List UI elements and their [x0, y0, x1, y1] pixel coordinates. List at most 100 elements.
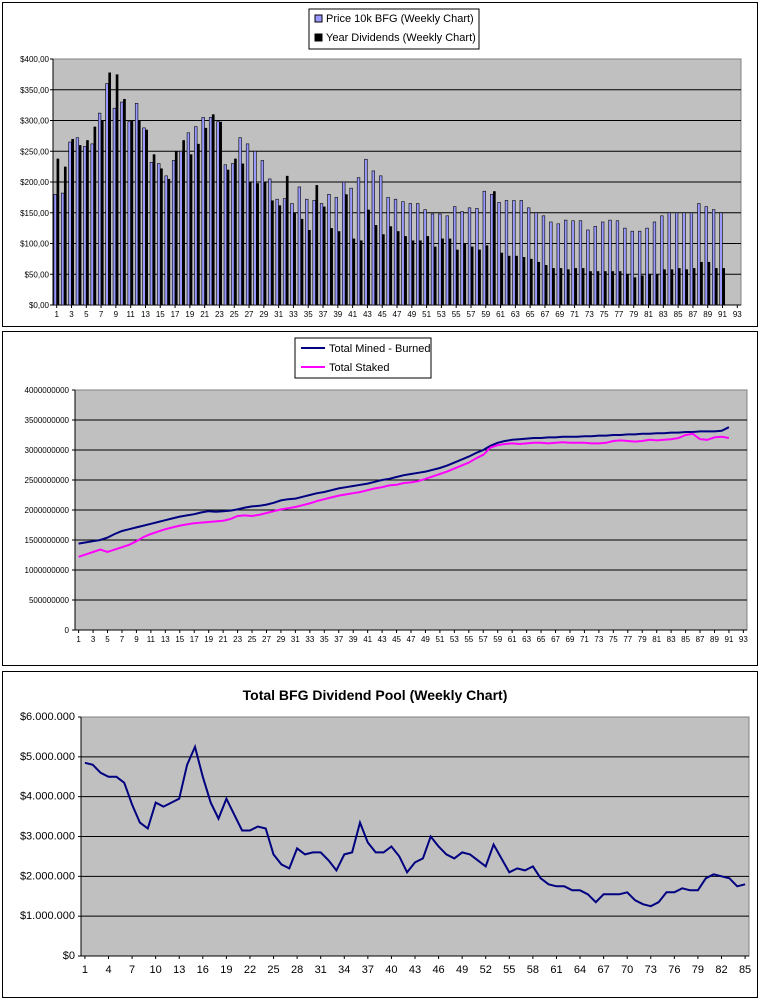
x-tick-label: 55 — [452, 310, 461, 319]
price-bar — [667, 212, 671, 306]
dividend-bar — [115, 74, 119, 305]
x-tick-label: 87 — [696, 635, 705, 644]
dividend-bar — [522, 257, 526, 305]
dividend-bar — [707, 261, 711, 305]
x-tick-label: 67 — [551, 635, 560, 644]
x-tick-label: 47 — [393, 310, 402, 319]
x-tick-label: 59 — [493, 635, 502, 644]
x-tick-label: 81 — [652, 635, 661, 644]
dividend-bar — [589, 271, 592, 305]
x-tick-label: 7 — [129, 964, 135, 976]
dividend-bar — [197, 143, 200, 305]
price-bar — [578, 220, 583, 306]
x-tick-label: 25 — [267, 964, 279, 976]
price-bar — [179, 150, 183, 306]
x-tick-label: 33 — [305, 635, 314, 644]
mined-staked-chart: 0 500000000 1000000000 1500000000 2000000000… — [25, 337, 748, 644]
dividend-bar — [611, 271, 615, 305]
dividend-bar — [278, 205, 282, 305]
price-bar — [689, 212, 694, 306]
price-bar — [238, 137, 242, 306]
chart-panel-mined-staked: 0 500000000 1000000000 1500000000 2000000000… — [2, 331, 758, 666]
dividend-bar — [441, 238, 444, 305]
dividend-bar — [574, 268, 578, 305]
dividend-bar — [352, 238, 356, 305]
dividend-bar — [322, 206, 326, 305]
dividend-bar — [515, 255, 518, 305]
x-tick-label: 25 — [248, 635, 257, 644]
x-tick-label: 58 — [527, 964, 539, 976]
x-tick-label: 49 — [421, 635, 430, 644]
x-tick-label: 61 — [550, 964, 562, 976]
price-bar — [253, 150, 257, 306]
price-bar — [711, 209, 716, 306]
dividend-bar — [271, 200, 274, 305]
dividend-bar — [189, 154, 193, 305]
dividend-bar — [337, 231, 341, 305]
dividend-bar — [396, 231, 400, 305]
price-bar — [630, 230, 634, 306]
x-tick-label: 3 — [91, 635, 96, 644]
price-bar — [305, 198, 309, 306]
price-dividends-chart: $0,00 $50,00 $100,00 $150,00 $200,00 $250,00 $… — [20, 8, 742, 319]
x-tick-label: 17 — [190, 635, 199, 644]
x-tick-label: 31 — [291, 635, 300, 644]
x-tick-label: 69 — [555, 310, 564, 319]
x-tick-label: 17 — [171, 310, 180, 319]
price-bar — [519, 200, 523, 306]
x-tick-label: 16 — [197, 964, 209, 976]
chart-panel-dividend-pool: Total BFG Dividend Pool (Weekly Chart) $0… — [2, 671, 758, 998]
price-bar — [275, 198, 279, 306]
staked-line — [78, 432, 730, 558]
price-bar — [490, 194, 494, 306]
x-tick-label: 27 — [262, 635, 271, 644]
dividend-bar — [500, 252, 504, 305]
price-bar — [356, 177, 361, 306]
dividend-bar — [160, 168, 163, 305]
dividend-bar — [211, 114, 215, 305]
price-bar — [549, 221, 553, 306]
price-bar — [90, 143, 94, 306]
x-tick-label: 83 — [667, 635, 676, 644]
x-tick-label: 15 — [156, 310, 165, 319]
dividend-bar — [478, 249, 481, 305]
x-tick-label: 55 — [464, 635, 473, 644]
x-tick-label: 45 — [378, 310, 387, 319]
dividend-bar — [463, 243, 467, 305]
price-bar — [423, 209, 427, 306]
price-bar — [127, 121, 131, 306]
dividend-bar — [330, 228, 333, 305]
x-tick-label: 52 — [480, 964, 492, 976]
dividend-bar — [419, 240, 422, 305]
x-tick-label: 3 — [69, 310, 74, 319]
price-bar — [645, 227, 649, 306]
x-tick-label: 89 — [703, 310, 712, 319]
x-tick-label: 23 — [215, 310, 224, 319]
price-bar — [438, 213, 442, 306]
dividend-bar — [226, 169, 230, 305]
dividend-bar — [677, 268, 681, 305]
x-tick-label: 71 — [580, 635, 589, 644]
x-tick-label: 59 — [481, 310, 490, 319]
price-bar — [171, 160, 176, 306]
dividend-bar — [581, 268, 585, 305]
price-bar — [660, 215, 664, 306]
price-bar — [504, 200, 509, 306]
y-tick-label: $250,00 — [20, 147, 49, 156]
x-tick-label: 31 — [315, 964, 327, 976]
dividend-bar — [204, 127, 208, 305]
x-tick-label: 10 — [150, 964, 162, 976]
x-tick-label: 41 — [363, 635, 372, 644]
dividend-bar — [130, 120, 134, 305]
dividend-bar — [93, 126, 97, 306]
x-tick-label: 9 — [134, 635, 139, 644]
dividend-bar — [137, 120, 141, 305]
x-tick-label: 79 — [629, 310, 638, 319]
price-bar — [386, 197, 390, 306]
price-bar — [527, 207, 531, 306]
price-bar — [216, 121, 220, 306]
x-tick-label: 35 — [304, 310, 313, 319]
x-tick-label: 76 — [668, 964, 680, 976]
price-bar — [194, 126, 198, 306]
dividend-bar — [123, 98, 126, 305]
